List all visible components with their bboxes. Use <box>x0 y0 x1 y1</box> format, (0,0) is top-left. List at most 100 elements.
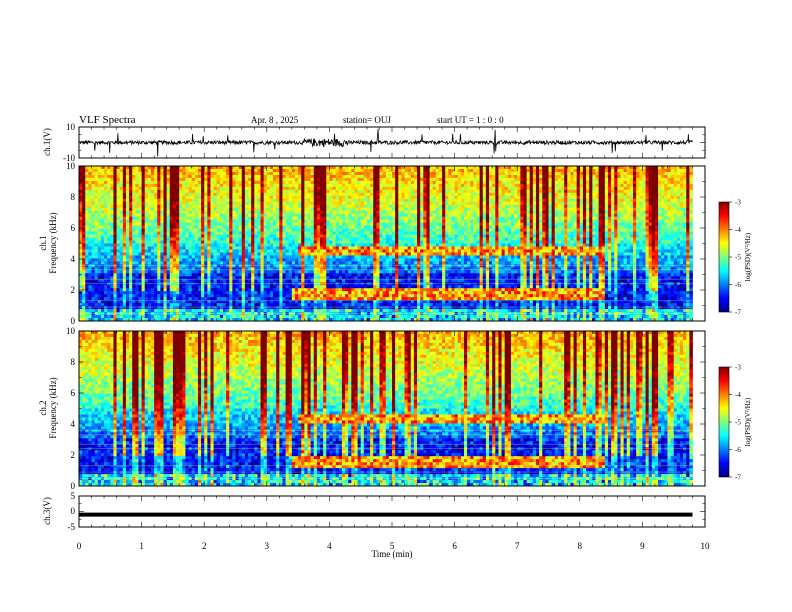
spectrogram-cell <box>182 198 186 203</box>
spectrogram-cell <box>332 174 337 179</box>
spectrogram-cell <box>426 222 430 227</box>
spectrogram-cell <box>348 180 352 185</box>
spectrogram-cell <box>341 192 346 197</box>
spectrogram-cell <box>144 204 149 209</box>
spectrogram-cell <box>667 222 671 227</box>
spectrogram-cell <box>457 189 462 194</box>
spectrogram-cell <box>567 168 571 173</box>
spectrogram-cell <box>460 174 465 179</box>
spectrogram-cell <box>457 171 462 176</box>
spectrogram-cell <box>125 207 130 212</box>
spectrogram-cell <box>263 234 268 238</box>
spectrogram-cell <box>598 231 603 235</box>
spectrogram-cell <box>107 180 111 185</box>
spectrogram-cell <box>385 216 390 221</box>
spectrogram-cell <box>520 171 524 176</box>
spectrogram-cell <box>219 201 224 206</box>
spectrogram-cell <box>629 177 634 182</box>
spectrogram-cell <box>157 168 161 173</box>
spectrogram-cell <box>482 168 487 173</box>
spectrogram-cell <box>398 222 402 227</box>
spectrogram-cell <box>404 186 409 191</box>
spectrogram-cell <box>163 234 168 238</box>
spectrogram-cell <box>122 216 127 221</box>
spectrogram-cell <box>454 207 459 212</box>
spectrogram-cell <box>219 204 224 209</box>
spectrogram-cell <box>194 201 199 206</box>
spectrogram-cell <box>341 166 346 170</box>
spectrogram-cell <box>460 186 465 191</box>
spectrogram-cell <box>276 177 280 182</box>
spectrogram-cell <box>670 222 675 227</box>
spectrogram-cell <box>335 237 340 241</box>
spectrogram-cell <box>323 166 327 170</box>
spectrogram-cell <box>476 204 481 209</box>
spectrogram-cell <box>645 177 650 182</box>
spectrogram-cell <box>492 189 496 194</box>
spectrogram-cell <box>404 213 409 218</box>
spectrogram-cell <box>517 219 521 224</box>
spectrogram-cell <box>360 186 365 191</box>
spectrogram-cell <box>157 192 161 197</box>
spectrogram-cell <box>426 183 430 188</box>
spectrogram-cell <box>348 192 352 197</box>
spectrogram-cell <box>670 198 675 203</box>
spectrogram-cell <box>620 174 625 179</box>
spectrogram-cell <box>492 219 496 224</box>
spectrogram-cell <box>257 174 261 179</box>
spectrogram-cell <box>213 228 218 232</box>
spectrogram-cell <box>388 180 393 185</box>
spectrogram-cell <box>589 222 593 227</box>
spectrogram-cell <box>426 171 430 176</box>
spectrogram-cell <box>645 195 650 200</box>
spectrogram-cell <box>298 166 302 170</box>
spectrogram-cell <box>451 168 455 173</box>
spectrogram-cell <box>91 195 96 200</box>
spectrogram-cell <box>310 174 315 179</box>
spectrogram-cell <box>507 204 512 209</box>
spectrogram-cell <box>645 189 650 194</box>
spectrogram-cell <box>329 225 333 229</box>
spectrogram-cell <box>182 201 186 206</box>
spectrogram-cell <box>360 166 365 170</box>
spectrogram-cell <box>420 231 424 235</box>
spectrogram-cell <box>307 192 312 197</box>
spectrogram-cell <box>426 189 430 194</box>
spectrogram-cell <box>310 168 315 173</box>
spectrogram-cell <box>683 204 687 209</box>
spectrogram-cell <box>654 166 659 170</box>
spectrogram-cell <box>479 237 484 241</box>
spectrogram-cell <box>514 237 518 241</box>
spectrogram-cell <box>385 207 390 212</box>
spectrogram-cell <box>470 168 474 173</box>
spectrogram-cell <box>294 192 299 197</box>
spectrogram-cell <box>135 189 139 194</box>
spectrogram-cell <box>194 192 199 197</box>
spectrogram-cell <box>363 174 368 179</box>
spectrogram-cell <box>379 192 384 197</box>
spectrogram-cell <box>329 219 333 224</box>
spectrogram-cell <box>470 228 474 232</box>
spectrogram-cell <box>132 225 136 229</box>
spectrogram-cell <box>689 183 693 188</box>
spectrogram-cell <box>413 180 418 185</box>
spectrogram-cell <box>313 186 318 191</box>
spectrogram-cell <box>204 186 208 191</box>
spectrogram-cell <box>435 195 440 200</box>
spectrogram-cell <box>460 183 465 188</box>
spectrogram-cell <box>407 222 412 227</box>
spectrogram-cell <box>470 198 474 203</box>
spectrogram-cell <box>457 210 462 215</box>
spectrogram-cell <box>495 171 499 176</box>
spectrogram-cell <box>485 237 490 241</box>
spectrogram-cell <box>329 168 333 173</box>
spectrogram-cell <box>188 228 193 232</box>
spectrogram-cell <box>141 195 146 200</box>
spectrogram-cell <box>138 225 142 229</box>
spectrogram-cell <box>241 231 246 235</box>
spectrogram-cell <box>379 171 384 176</box>
spectrogram-cell <box>176 174 180 179</box>
spectrogram-cell <box>141 213 146 218</box>
spectrogram-cell <box>442 204 446 209</box>
spectrogram-cell <box>573 213 578 218</box>
